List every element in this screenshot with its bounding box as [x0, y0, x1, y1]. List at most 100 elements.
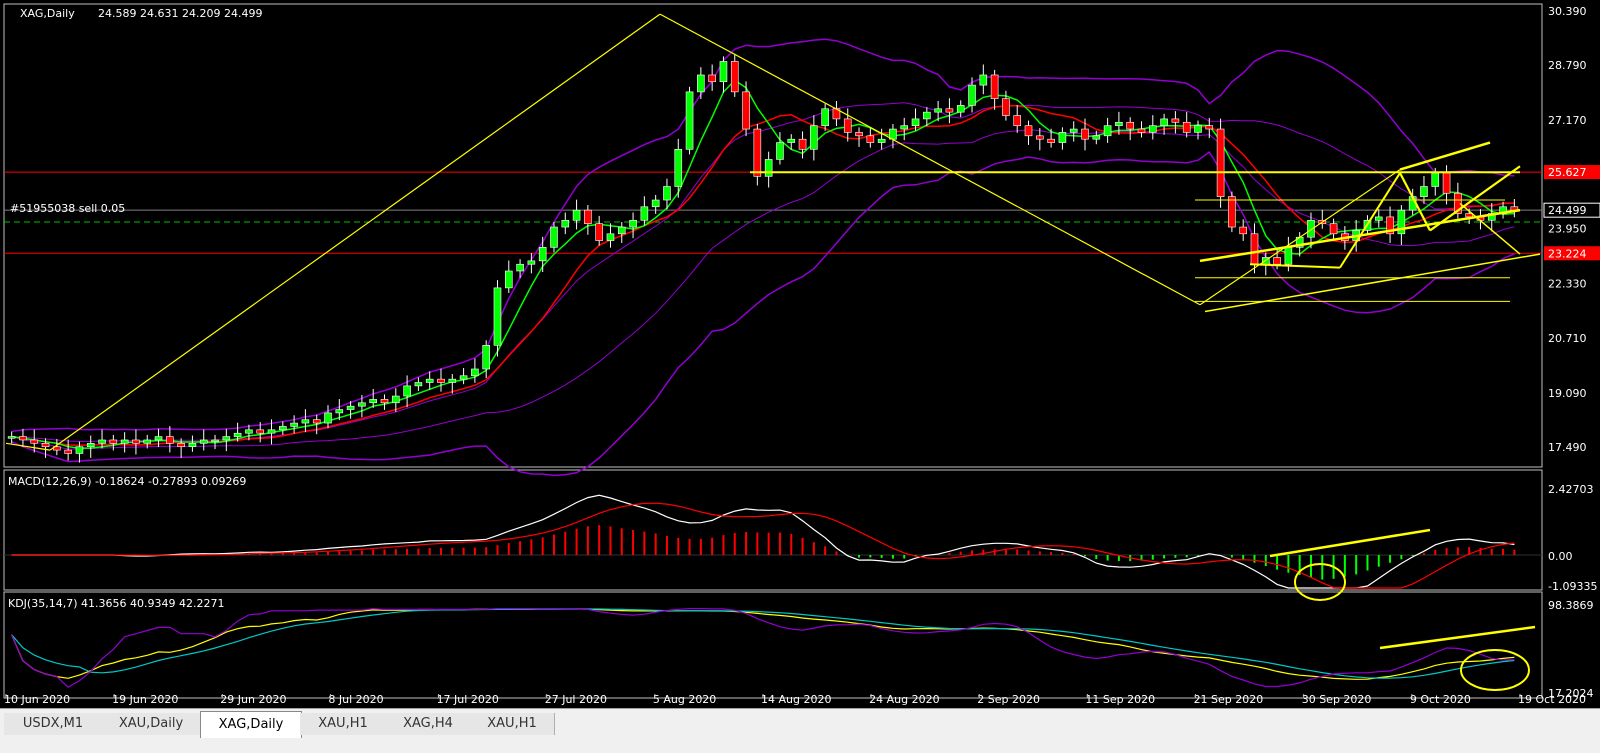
candle-body [990, 74, 999, 99]
candle-body [516, 263, 524, 272]
candle-body [482, 345, 490, 370]
candle-body [1137, 128, 1146, 133]
candle-body [245, 429, 253, 434]
ma-slow [11, 79, 1515, 449]
chart-tab[interactable]: USDX,M1 [4, 713, 103, 735]
candle-body [132, 439, 140, 444]
candle-body [1194, 125, 1202, 133]
candle-body [923, 111, 931, 120]
candle-body [911, 118, 920, 126]
macd-axis-top: 2.42703 [1548, 483, 1594, 496]
candle-body [776, 142, 784, 160]
candle-body [1442, 172, 1451, 194]
envelope-upper [11, 102, 1515, 442]
candle-body [572, 209, 581, 221]
price-axis-label: 23.950 [1548, 223, 1587, 236]
bollinger-upper [11, 38, 1515, 433]
chart-tab[interactable]: XAG,Daily [200, 711, 302, 738]
candle-body [1047, 138, 1055, 143]
candle-body [98, 439, 106, 444]
date-axis-label: 14 Aug 2020 [761, 693, 831, 706]
kdj-d-line [11, 608, 1515, 679]
candle-body [708, 74, 716, 83]
chart-tab[interactable]: XAU,H1 [300, 713, 387, 735]
candle-body [538, 247, 547, 262]
candle-body [821, 108, 829, 126]
candle-body [1182, 121, 1191, 133]
chart-canvas[interactable]: XAG,Daily 24.589 24.631 24.209 24.499 #5… [0, 0, 1600, 708]
trendline[interactable] [1459, 202, 1521, 255]
trendline[interactable] [5, 442, 51, 451]
candle-body [222, 436, 231, 441]
trendline[interactable] [1399, 141, 1491, 171]
trendline[interactable] [1429, 165, 1521, 232]
candle-body [1205, 125, 1214, 130]
price-axis-highlight [1544, 165, 1600, 180]
macd-circle[interactable] [1294, 563, 1346, 601]
price-axis-current [1543, 202, 1600, 218]
candle-body [504, 270, 513, 289]
chart-tab[interactable]: XAG,H4 [386, 713, 471, 735]
candle-body [19, 436, 27, 441]
price-axis-label: 30.390 [1548, 5, 1587, 18]
candle-body [527, 260, 536, 265]
candle-body [617, 226, 626, 235]
candle-body [866, 135, 875, 143]
candle-body [380, 399, 389, 404]
chart-tab[interactable]: XAU,Daily [102, 713, 201, 735]
candle-body [425, 378, 434, 383]
candle-body [1273, 257, 1281, 265]
trendline[interactable] [1199, 169, 1401, 306]
price-axis-label: 24.499 [1548, 204, 1587, 217]
candle-body [1024, 125, 1033, 137]
candle-body [674, 149, 683, 187]
candle-body [324, 412, 332, 424]
candle-body [1284, 247, 1293, 265]
trendline[interactable] [1339, 172, 1401, 269]
candle-body [335, 409, 344, 414]
date-axis-label: 8 Jul 2020 [328, 693, 383, 706]
price-axis-label: 28.790 [1548, 59, 1587, 72]
kdj-circle[interactable] [1460, 649, 1530, 691]
candle-body [1081, 128, 1089, 140]
candle-body [629, 219, 637, 228]
date-axis-label: 29 Jun 2020 [220, 693, 286, 706]
candle-body [1160, 118, 1168, 126]
candle-body [685, 91, 694, 150]
candle-body [177, 443, 185, 448]
trendline[interactable] [1204, 253, 1541, 313]
candle-body [900, 125, 909, 130]
candle-body [979, 74, 988, 86]
date-axis-label: 27 Jul 2020 [545, 693, 607, 706]
trendline[interactable] [49, 13, 661, 451]
trendline[interactable] [659, 13, 1201, 306]
candle-body [810, 125, 818, 150]
candle-body [279, 426, 287, 431]
kdj-trend-arrow[interactable] [1379, 625, 1536, 650]
date-axis-label: 24 Aug 2020 [869, 693, 939, 706]
candle-body [143, 439, 152, 444]
price-axis-label: 25.627 [1548, 166, 1587, 179]
date-axis-label: 19 Jun 2020 [112, 693, 178, 706]
price-axis-highlight [1544, 246, 1600, 261]
candle-body [855, 132, 863, 137]
candle-body [1250, 233, 1259, 265]
chart-tab[interactable]: XAU,H1 [470, 713, 555, 735]
date-axis-label: 5 Aug 2020 [653, 693, 716, 706]
candle-body [75, 446, 84, 454]
trendline[interactable] [1399, 172, 1431, 231]
candle-body [1058, 132, 1067, 143]
price-axis-label: 22.330 [1548, 277, 1587, 290]
candle-body [1239, 226, 1247, 235]
candle-body [471, 368, 479, 377]
chart-area[interactable]: XAG,Daily 24.589 24.631 24.209 24.499 #5… [0, 0, 1600, 708]
macd-trend-arrow[interactable] [1269, 528, 1431, 558]
trendline[interactable] [1249, 263, 1341, 269]
candle-body [584, 209, 592, 224]
date-axis-label: 19 Oct 2020 [1518, 693, 1586, 706]
date-axis-label: 17 Jul 2020 [437, 693, 499, 706]
candle-body [1329, 223, 1338, 235]
date-axis-label: 30 Sep 2020 [1302, 693, 1372, 706]
price-axis-label: 23.224 [1548, 247, 1587, 260]
candle-body [663, 186, 671, 201]
